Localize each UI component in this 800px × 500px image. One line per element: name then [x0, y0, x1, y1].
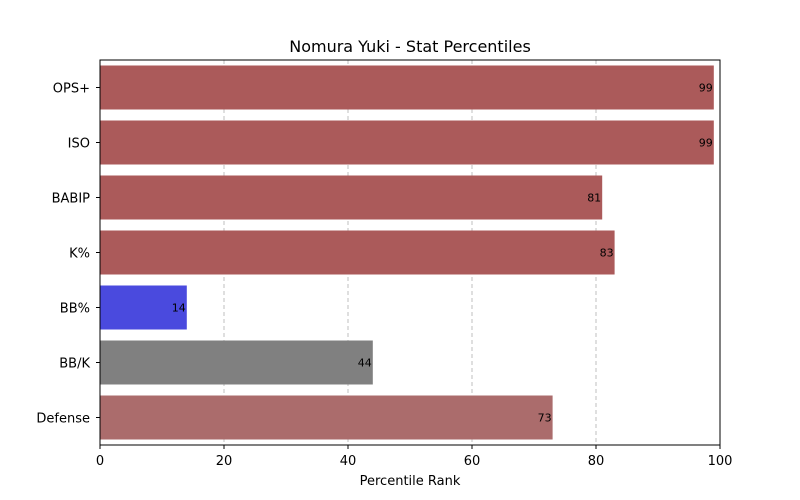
bar-iso	[100, 120, 714, 165]
data-label-iso: 99	[699, 137, 713, 150]
y-tick-label-bb: BB%	[60, 302, 90, 317]
data-label-babip: 81	[587, 192, 601, 205]
y-tick-label-iso: ISO	[68, 137, 90, 152]
data-label-bb-k: 44	[358, 357, 372, 370]
y-tick-label-babip: BABIP	[52, 192, 91, 207]
data-label-bb: 14	[172, 302, 186, 315]
chart-title: Nomura Yuki - Stat Percentiles	[289, 37, 531, 56]
bar-k	[100, 230, 615, 275]
bars	[100, 65, 714, 440]
bar-ops	[100, 65, 714, 110]
bar-bb	[100, 285, 187, 330]
data-label-defense: 73	[538, 412, 552, 425]
x-tick-label-0: 0	[96, 454, 104, 469]
x-axis-ticks: 0 20 40 60 80 100	[96, 445, 733, 469]
y-axis-ticks: OPS+ ISO BABIP K% BB% BB/K Defense	[36, 82, 100, 427]
y-tick-label-bb-k: BB/K	[59, 357, 90, 372]
y-tick-label-ops: OPS+	[53, 82, 90, 97]
data-label-ops: 99	[699, 82, 713, 95]
y-tick-label-k: K%	[69, 247, 90, 262]
x-tick-label-60: 60	[464, 454, 481, 469]
x-tick-label-40: 40	[340, 454, 357, 469]
data-label-k: 83	[600, 247, 614, 260]
x-tick-label-80: 80	[588, 454, 605, 469]
bar-defense	[100, 395, 553, 440]
x-tick-label-100: 100	[708, 454, 733, 469]
x-tick-label-20: 20	[216, 454, 233, 469]
x-axis-label: Percentile Rank	[360, 474, 461, 489]
y-tick-label-defense: Defense	[36, 412, 90, 427]
bar-babip	[100, 175, 603, 220]
bar-bb-k	[100, 340, 373, 385]
data-labels: 99 99 81 83 14 44 73	[172, 82, 713, 425]
